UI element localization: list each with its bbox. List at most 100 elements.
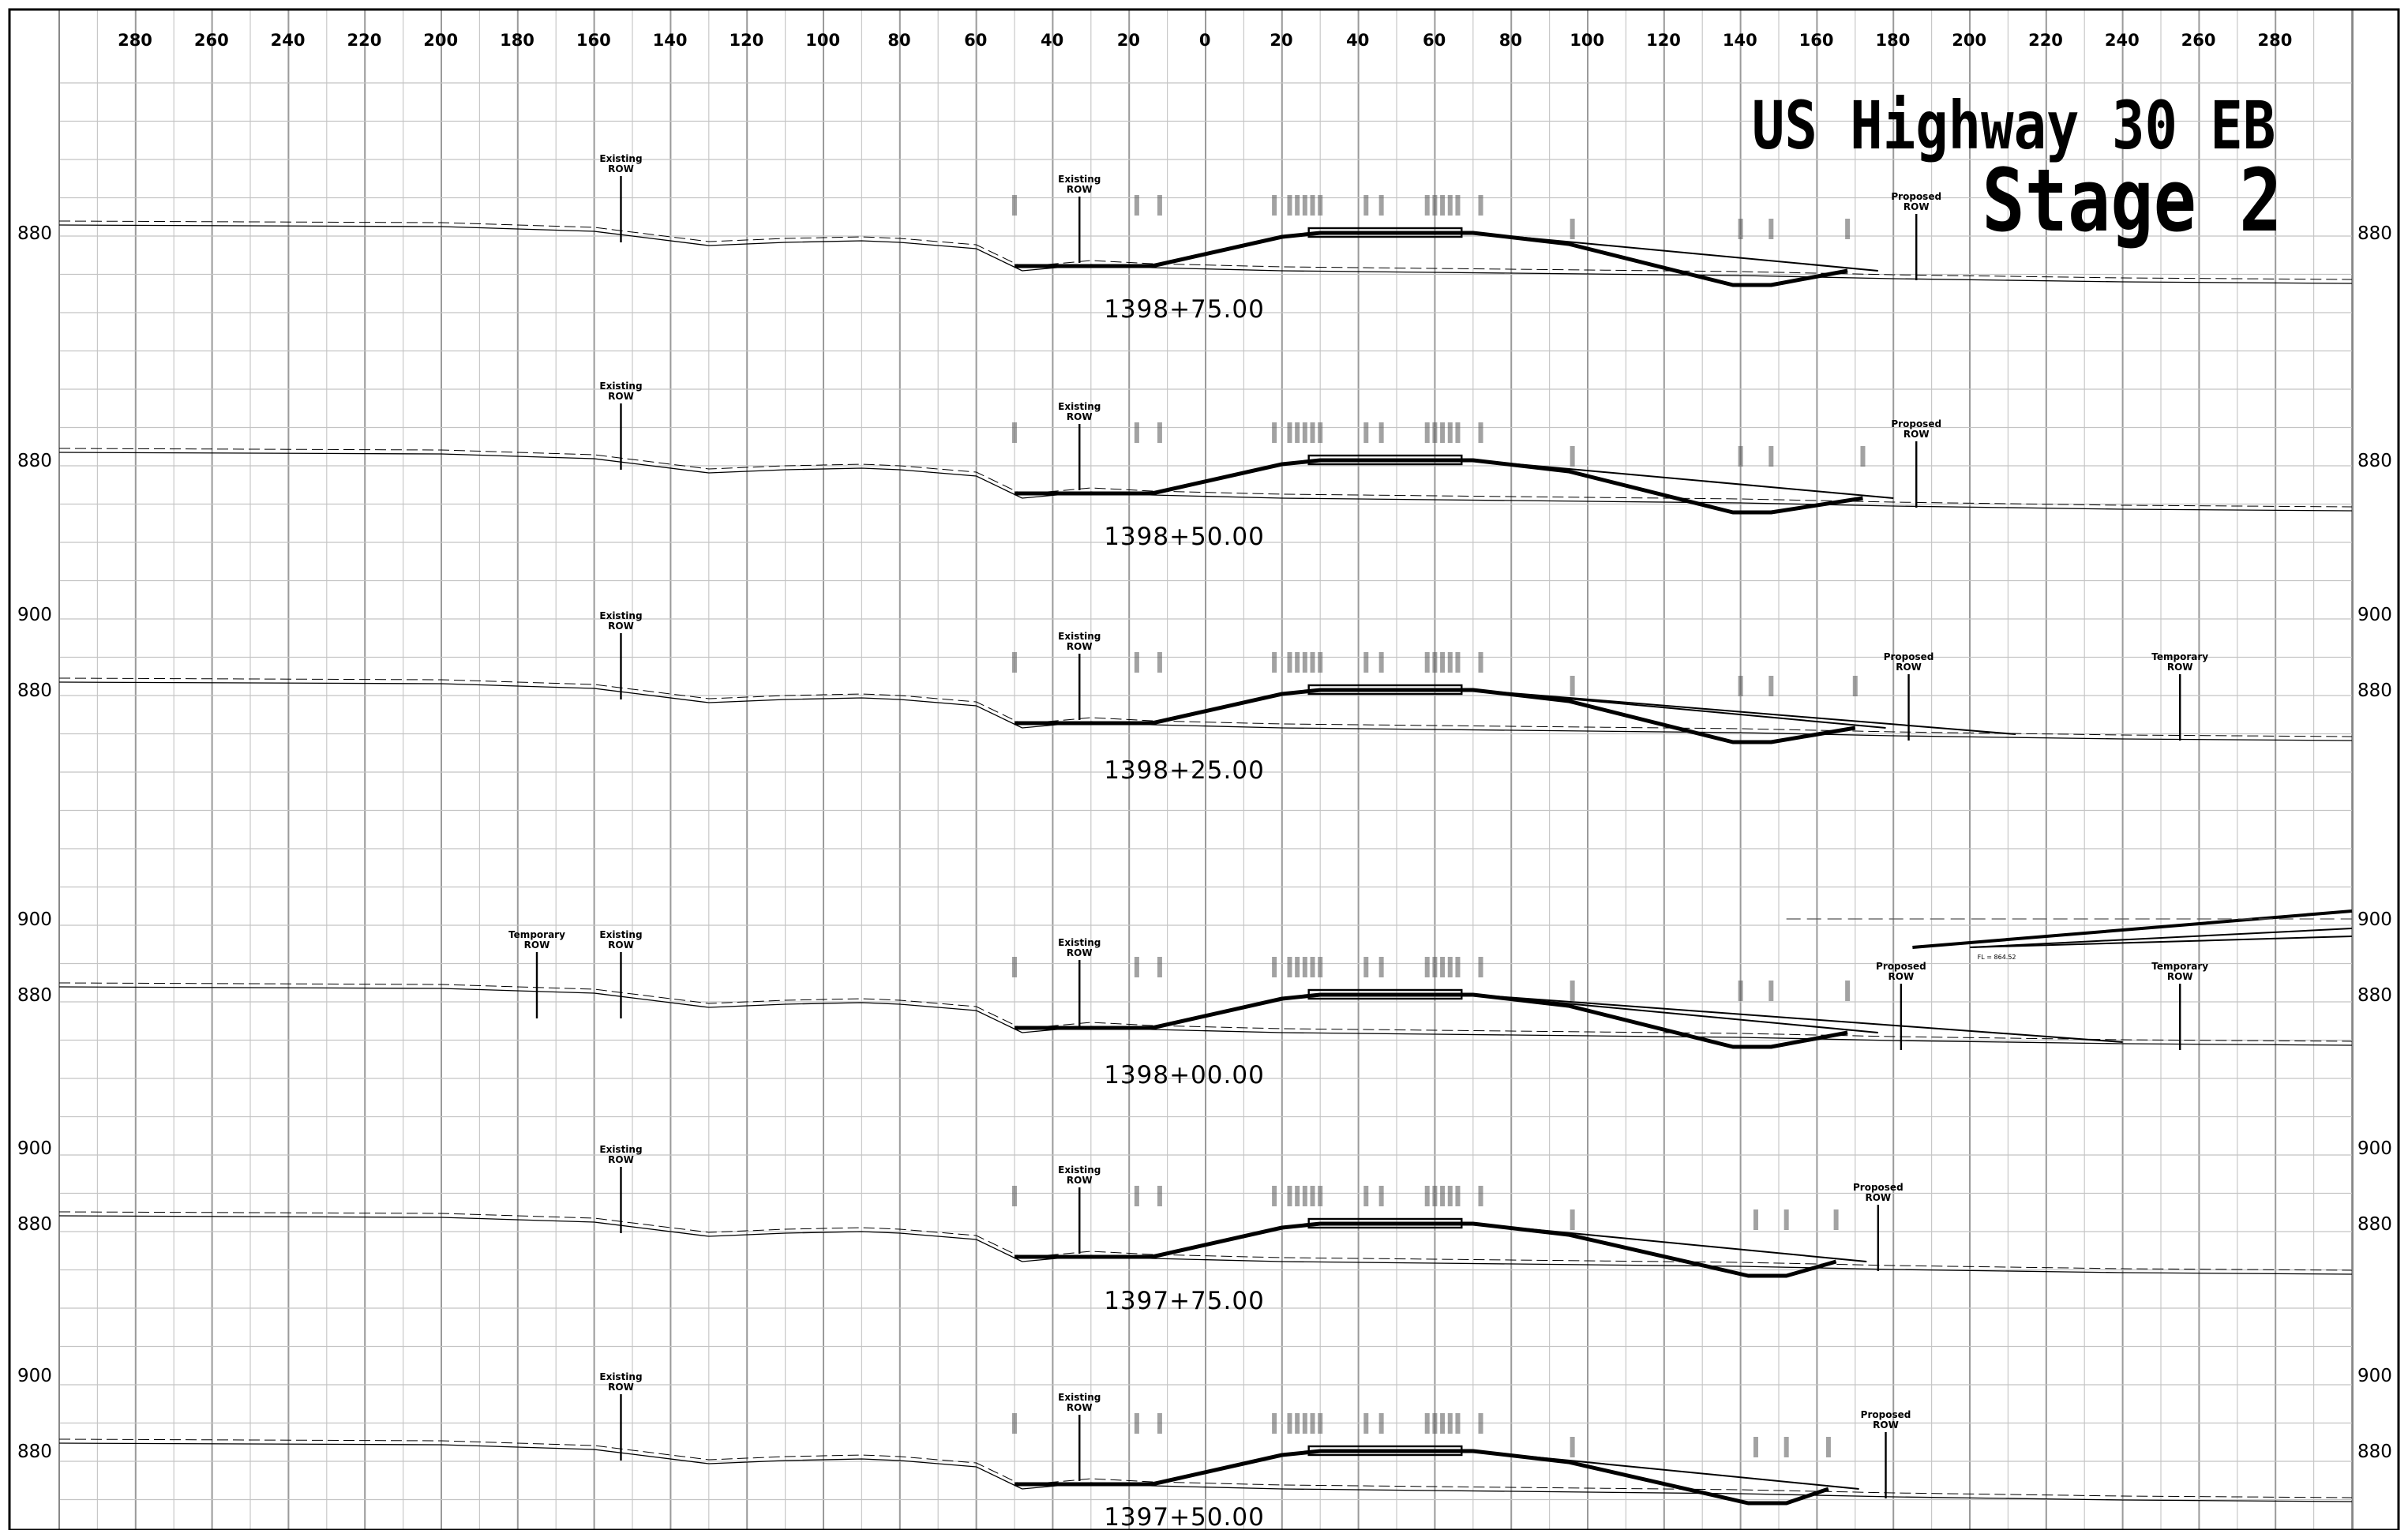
point-annotation [1363,1413,1369,1434]
offset-tick-label: 220 [347,31,381,50]
temporary-road-edge [1969,928,2353,948]
point-annotation [1738,446,1743,467]
row-marker-label: Existing [599,1371,642,1382]
elevation-label-left: 900 [17,1366,52,1386]
point-annotation [1272,1413,1277,1434]
point-annotation [1302,957,1307,977]
row-marker-label: Proposed [1884,651,1934,662]
point-annotation [1302,422,1307,443]
row-marker-label-2: ROW [608,391,634,402]
point-annotation [1287,1413,1292,1434]
point-annotation [1272,1186,1277,1206]
point-annotation [1157,422,1162,443]
point-annotation [1440,1186,1446,1206]
row-marker-label-2: ROW [1067,411,1093,422]
offset-tick-label: 200 [1952,31,1986,50]
offset-tick-label: 60 [964,31,987,50]
point-annotation [1424,652,1430,673]
existing-ground-line [58,1442,2353,1502]
point-annotation [1440,652,1446,673]
point-annotation [1825,1437,1831,1457]
point-annotation [1272,422,1277,443]
point-annotation [1272,957,1277,977]
stage-slope-line-wide [1472,994,2123,1043]
point-annotation [1833,1209,1839,1230]
offset-tick-label: 80 [887,31,910,50]
stage-slope-line-wide [1472,689,2016,735]
point-annotation [1447,1186,1453,1206]
row-marker-label-2: ROW [1889,971,1915,982]
offset-tick-label: 80 [1499,31,1522,50]
point-annotation [1860,446,1866,467]
point-annotation [1570,981,1575,1001]
elevation-label-right: 880 [2357,1214,2392,1235]
row-marker-label: Existing [1058,401,1101,412]
offset-tick-label: 280 [118,31,152,50]
point-annotation [1287,1186,1292,1206]
cross-section: 880 880ExistingROWExistingROWProposedROW1… [17,381,2392,551]
offset-tick-label: 140 [1723,31,1757,50]
existing-ground-line [58,986,2353,1046]
row-marker-label: Existing [1058,631,1101,642]
elevation-label-right: 880 [2357,451,2392,471]
pavement-box [1307,1445,1463,1457]
point-annotation [1012,652,1017,673]
point-annotation [1424,1413,1430,1434]
point-annotation [1455,422,1461,443]
row-marker-label: Existing [1058,174,1101,185]
elevation-label-left: 880 [17,1442,52,1462]
cross-section: 900880900880ExistingROWExistingROWPropos… [17,1138,2392,1315]
stage-slope-line [1472,232,1878,272]
existing-ground-line [58,1215,2353,1275]
elevation-label-right: 900 [2357,1366,2392,1386]
elevation-label-right: 880 [2357,985,2392,1006]
row-marker-label: Proposed [1853,1182,1904,1193]
point-annotation [1012,1186,1017,1206]
offset-tick-label: 180 [1875,31,1910,50]
row-marker-label: Existing [1058,1164,1101,1176]
point-annotation [1455,1413,1461,1434]
point-annotation [1768,981,1774,1001]
stage-slope-line [1472,1223,1867,1262]
row-marker-label-2: ROW [608,621,634,632]
point-annotation [1753,1209,1758,1230]
row-marker-label: Temporary [508,929,565,940]
point-annotation [1432,195,1438,216]
point-annotation [1295,957,1300,977]
elevation-label-left: 900 [17,1138,52,1159]
sheet-title: US Highway 30 EB Stage 2 [1752,88,2282,251]
point-annotation [1455,195,1461,216]
point-annotation [1287,652,1292,673]
point-annotation [1478,422,1483,443]
point-annotation [1424,195,1430,216]
offset-tick-label: 100 [805,31,840,50]
point-annotation [1363,195,1369,216]
point-annotation [1440,422,1446,443]
point-annotation [1478,652,1483,673]
stage-slope-line [1472,994,1878,1033]
pavement-box [1307,988,1463,1000]
point-annotation [1302,652,1307,673]
row-marker-label: Proposed [1891,191,1941,202]
point-annotation [1272,652,1277,673]
point-annotation [1447,957,1453,977]
point-annotation [1157,1186,1162,1206]
point-annotation [1318,422,1323,443]
point-annotation [1570,1437,1575,1457]
point-annotation [1134,422,1139,443]
point-annotation [1432,1186,1438,1206]
elevation-label-right: 880 [2357,681,2392,701]
point-annotation [1738,219,1743,239]
row-marker-label-2: ROW [2167,971,2193,982]
offset-tick-label: 180 [500,31,534,50]
row-marker-label: Temporary [2151,651,2208,662]
row-marker-label: Existing [599,610,642,621]
offset-tick-label: 100 [1570,31,1604,50]
point-annotation [1302,195,1307,216]
row-marker-label-2: ROW [524,939,550,951]
offset-axis: 280 260 240 220 200 180 160 140 120 100 80 60 40 20 0 2… [118,31,2292,50]
row-marker-label: Existing [599,929,642,940]
point-annotation [1134,1186,1139,1206]
point-annotation [1447,652,1453,673]
point-annotation [1310,422,1315,443]
